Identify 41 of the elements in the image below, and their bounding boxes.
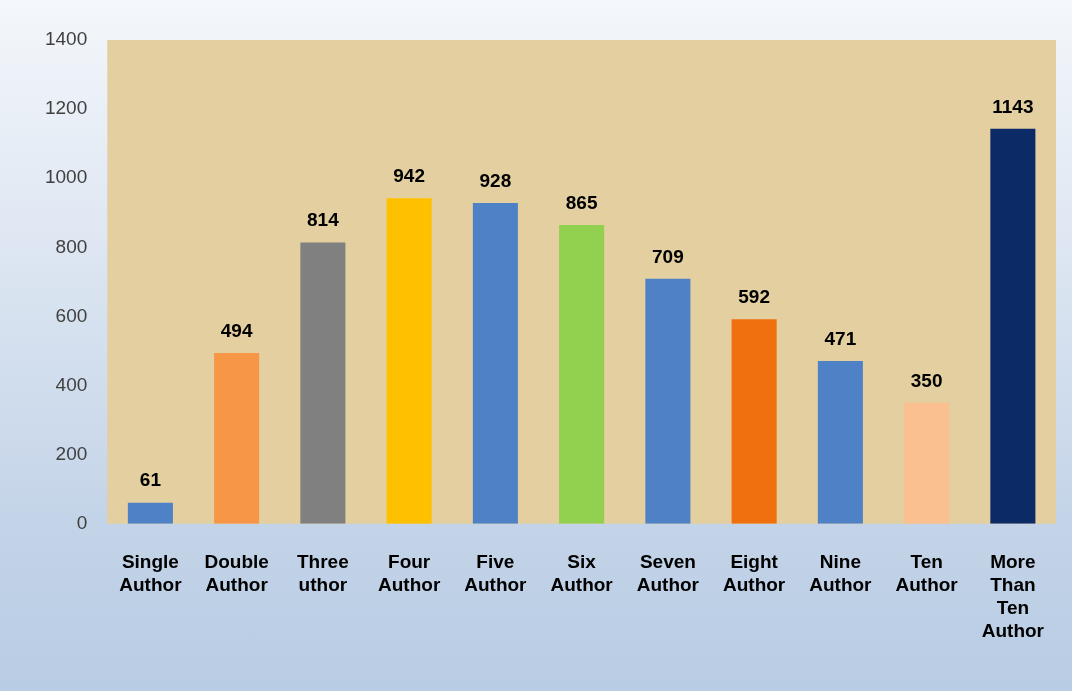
x-tick-label: Eight Author (722, 551, 786, 596)
data-label: 814 (307, 209, 340, 231)
x-tick-label: Ten Author (895, 551, 959, 596)
bar (904, 402, 950, 524)
data-label: 350 (910, 369, 943, 391)
data-label: 928 (479, 169, 512, 191)
data-label: 865 (565, 191, 598, 213)
x-tick-label: Seven Author (636, 551, 700, 596)
bar (127, 502, 173, 524)
x-tick-label: More Than Ten Author (981, 551, 1045, 641)
x-tick-label: Double Author (204, 551, 269, 596)
x-tick-label: Four Author (378, 551, 441, 596)
bar (990, 128, 1036, 524)
y-tick-label: 200 (55, 442, 88, 464)
data-label: 1143 (992, 95, 1034, 117)
x-tick-label: Five Author (464, 551, 528, 596)
bar (300, 242, 346, 524)
y-tick-label: 1400 (44, 28, 88, 50)
bar (731, 319, 777, 524)
data-label: 942 (393, 165, 425, 187)
y-tick-label: 800 (55, 235, 88, 257)
y-tick-label: 1000 (44, 166, 88, 188)
bar (645, 278, 691, 524)
y-tick-label: 1200 (44, 97, 88, 119)
y-tick-label: 0 (76, 512, 88, 534)
data-label: 592 (738, 285, 770, 307)
data-label: 61 (139, 469, 162, 491)
bar (817, 361, 863, 524)
x-tick-label: Three uthor (297, 551, 349, 596)
data-label: 494 (220, 319, 253, 341)
x-tick-label: Single Author (119, 551, 183, 596)
y-tick-label: 600 (55, 304, 88, 326)
bar (214, 353, 260, 524)
bar (386, 198, 432, 524)
bar (559, 224, 605, 524)
y-tick-label: 400 (55, 373, 88, 395)
x-tick-label: Six Author (550, 551, 614, 596)
data-label: 709 (652, 245, 684, 267)
bar (472, 203, 518, 524)
x-tick-label: Nine Author (809, 551, 873, 596)
data-label: 471 (824, 327, 857, 349)
